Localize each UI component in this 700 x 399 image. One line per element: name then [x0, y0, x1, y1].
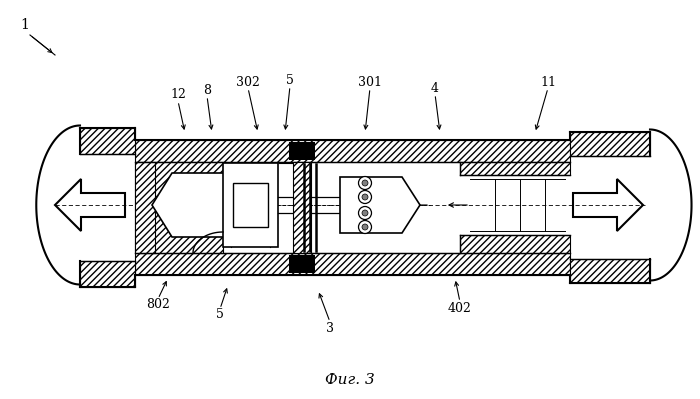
Bar — [293, 162, 311, 253]
Text: 301: 301 — [358, 75, 382, 89]
Text: 3: 3 — [326, 322, 334, 334]
Polygon shape — [55, 179, 125, 231]
Bar — [223, 163, 278, 247]
Text: 12: 12 — [170, 89, 186, 101]
Text: 402: 402 — [448, 302, 472, 314]
Text: 802: 802 — [146, 298, 170, 312]
Circle shape — [362, 180, 368, 186]
Circle shape — [362, 210, 368, 216]
Text: 5: 5 — [216, 308, 224, 322]
Bar — [135, 162, 155, 253]
Circle shape — [358, 207, 372, 219]
Circle shape — [358, 221, 372, 233]
Polygon shape — [340, 177, 420, 233]
Bar — [80, 261, 135, 287]
Polygon shape — [573, 179, 643, 231]
Circle shape — [358, 176, 372, 190]
Text: 11: 11 — [540, 75, 556, 89]
Bar — [135, 162, 223, 253]
Bar — [460, 162, 570, 175]
Text: 302: 302 — [236, 75, 260, 89]
Bar — [135, 253, 570, 275]
Bar — [570, 132, 650, 156]
Bar — [289, 142, 315, 160]
Bar — [233, 183, 268, 227]
Bar — [135, 140, 570, 162]
Bar — [570, 259, 650, 283]
Text: 4: 4 — [431, 81, 439, 95]
Circle shape — [358, 190, 372, 203]
Text: 8: 8 — [203, 83, 211, 97]
Circle shape — [362, 194, 368, 200]
Bar — [289, 255, 315, 273]
Bar — [460, 235, 570, 253]
Bar — [80, 128, 135, 154]
Text: 1: 1 — [20, 18, 29, 32]
Text: 5: 5 — [286, 73, 294, 87]
Polygon shape — [152, 173, 238, 237]
Text: Фиг. 3: Фиг. 3 — [325, 373, 375, 387]
Circle shape — [362, 224, 368, 230]
